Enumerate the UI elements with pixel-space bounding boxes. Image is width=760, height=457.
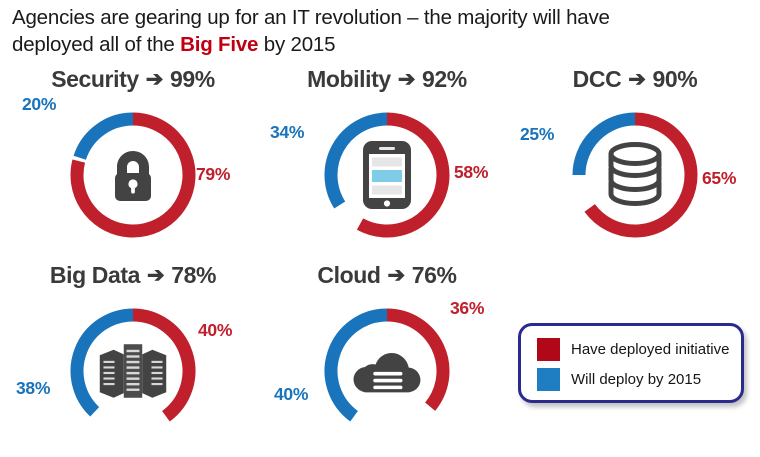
legend-item-label: Have deployed initiative [571, 341, 730, 358]
donut-chart-cloud: Cloud ➔ 76% 36% 40% [262, 262, 512, 447]
lock-icon [97, 139, 169, 211]
donut-area [262, 100, 512, 250]
cloud-icon [351, 335, 423, 407]
donut-ring [324, 112, 450, 238]
will-deploy-percent-label: 40% [274, 384, 309, 404]
will-deploy-percent-label: 20% [22, 94, 57, 114]
arc-will-deploy [324, 112, 388, 209]
blue-square-swatch [537, 368, 560, 391]
right-arrow-icon: ➔ [387, 264, 406, 287]
chart-total-value: 90% [652, 66, 698, 92]
legend-item-will-deploy: Will deploy by 2015 [537, 368, 701, 391]
chart-heading: Cloud ➔ 76% [262, 262, 512, 289]
legend-item-label: Will deploy by 2015 [571, 371, 702, 388]
deployed-percent-label: 40% [198, 320, 233, 340]
will-deploy-percent-label: 25% [520, 124, 555, 144]
donut-ring [324, 308, 450, 422]
chart-label: Mobility [307, 66, 391, 92]
title-line-2-suffix: by 2015 [258, 33, 336, 56]
arc-deployed [386, 308, 450, 411]
database-icon [599, 139, 671, 211]
arc-deployed [132, 308, 196, 422]
legend-item-deployed: Have deployed initiative [537, 338, 729, 361]
donut-ring [70, 308, 196, 422]
red-square-swatch [537, 338, 560, 361]
chart-label: Big Data [49, 262, 141, 288]
right-arrow-icon: ➔ [397, 68, 416, 91]
chart-label: Cloud [317, 262, 381, 288]
page-title: Agencies are gearing up for an IT revolu… [12, 4, 752, 58]
arc-will-deploy [73, 112, 134, 160]
chart-heading: Security ➔ 99% [8, 66, 258, 93]
will-deploy-percent-label: 38% [16, 378, 51, 398]
arc-will-deploy [572, 112, 636, 176]
donut-ring [70, 112, 196, 238]
chart-heading: Big Data ➔ 78% [8, 262, 258, 289]
chart-heading: DCC ➔ 90% [510, 66, 760, 93]
smartphone-icon [351, 139, 423, 211]
right-arrow-icon: ➔ [628, 68, 646, 91]
arc-deployed [356, 112, 450, 238]
right-arrow-icon: ➔ [145, 68, 164, 91]
chart-total-value: 76% [411, 262, 457, 288]
donut-area [8, 100, 258, 250]
chart-label: Security [51, 66, 139, 92]
title-line-2-prefix: deployed all of the [12, 33, 181, 56]
right-arrow-icon: ➔ [147, 264, 165, 287]
donut-area [510, 100, 760, 250]
donut-area [8, 296, 258, 446]
chart-total-value: 92% [422, 66, 467, 92]
legend: Have deployed initiative Will deploy by … [518, 323, 744, 403]
deployed-percent-label: 79% [196, 164, 231, 184]
donut-chart-big-data: Big Data ➔ 78% 40% 38% [8, 262, 258, 447]
donut-chart-security: Security ➔ 99% 79% 20% [8, 66, 258, 251]
arc-deployed [584, 112, 698, 238]
donut-chart-mobility: Mobility ➔ 92% 58% 34% [262, 66, 512, 251]
donut-ring [572, 112, 698, 238]
will-deploy-percent-label: 34% [270, 122, 305, 142]
donut-area [262, 296, 512, 446]
chart-heading: Mobility ➔ 92% [262, 66, 512, 93]
arc-will-deploy [70, 308, 134, 417]
deployed-percent-label: 65% [702, 168, 737, 188]
server-rack-icon [97, 335, 169, 407]
deployed-percent-label: 58% [454, 162, 489, 182]
chart-label: DCC [572, 66, 622, 92]
title-line-1: Agencies are gearing up for an IT revolu… [12, 6, 610, 29]
chart-total-value: 99% [169, 66, 215, 92]
title-highlight-big-five: Big Five [180, 33, 259, 56]
donut-chart-dcc: DCC ➔ 90% 65% 25% [510, 66, 760, 251]
chart-total-value: 78% [171, 262, 217, 288]
arc-deployed [70, 112, 196, 238]
arc-will-deploy [324, 308, 388, 422]
deployed-percent-label: 36% [450, 298, 485, 318]
